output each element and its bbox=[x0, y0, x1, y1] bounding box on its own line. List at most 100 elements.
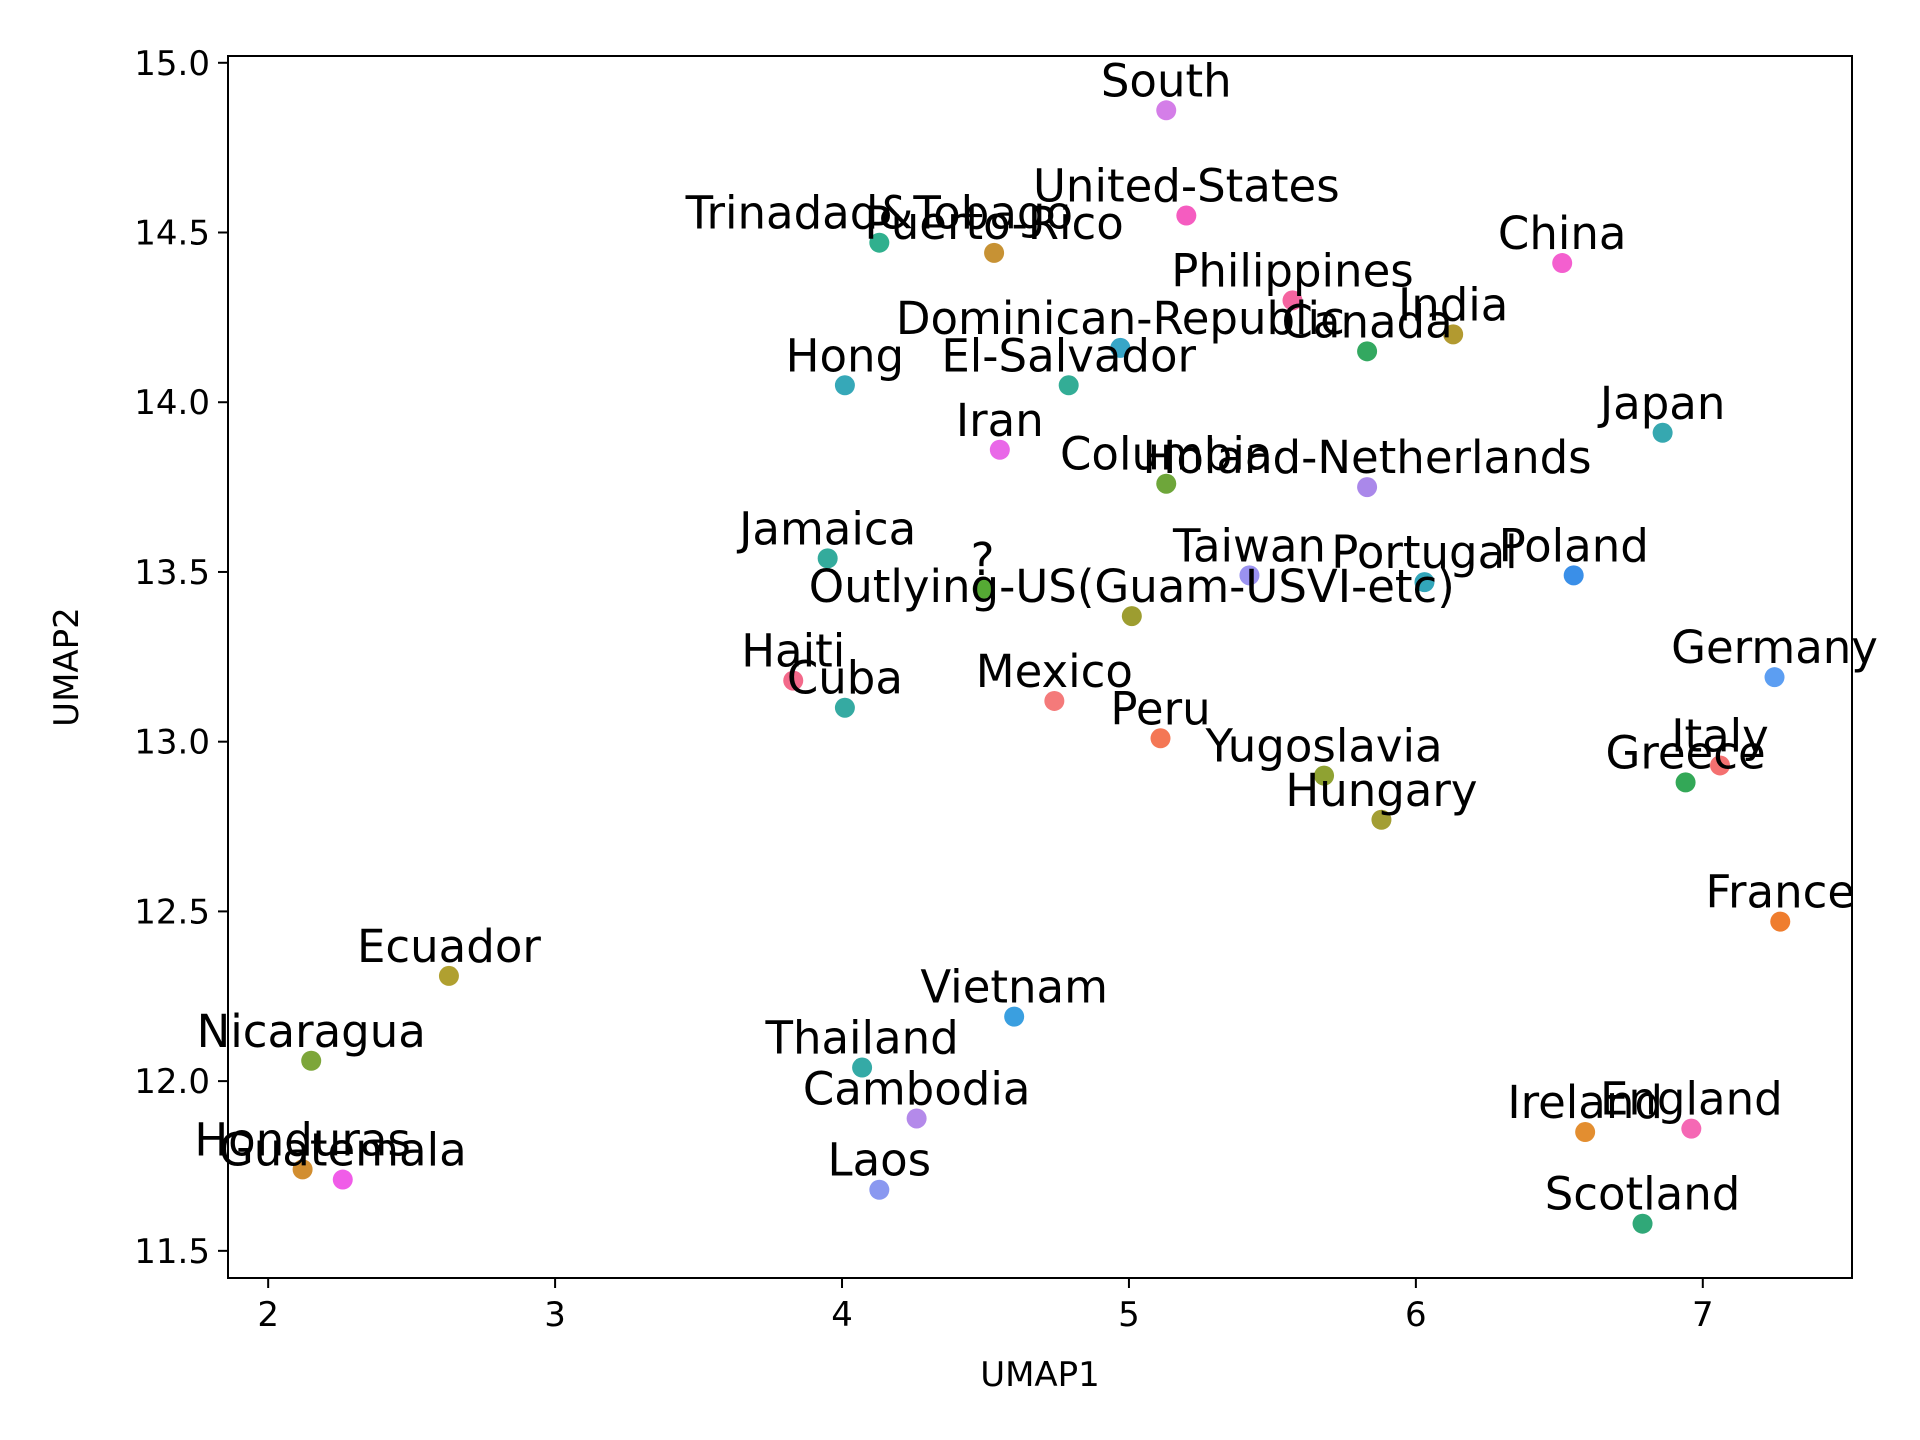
point-label: Columbia bbox=[1060, 428, 1272, 481]
scatter-point bbox=[292, 1159, 313, 1180]
y-tick-label: 12.5 bbox=[134, 892, 210, 932]
point-label: Mexico bbox=[976, 645, 1133, 698]
scatter-point bbox=[852, 1057, 873, 1078]
point-label: Honduras bbox=[194, 1113, 411, 1166]
point-label: China bbox=[1498, 207, 1627, 260]
x-tick-label: 4 bbox=[831, 1295, 853, 1335]
scatter-point bbox=[1632, 1213, 1653, 1234]
point-label: Ecuador bbox=[357, 920, 541, 973]
scatter-point bbox=[1150, 728, 1171, 749]
point-layer bbox=[292, 100, 1791, 1234]
y-tick-label: 15.0 bbox=[134, 44, 210, 84]
x-axis: 2 3 4 5 6 7 bbox=[257, 1278, 1714, 1335]
scatter-point bbox=[1239, 565, 1260, 586]
scatter-point bbox=[1110, 337, 1131, 358]
scatter-point bbox=[1575, 1122, 1596, 1143]
scatter-point bbox=[989, 439, 1010, 460]
point-label: Japan bbox=[1597, 377, 1726, 430]
y-tick-label: 14.5 bbox=[134, 214, 210, 254]
scatter-point bbox=[1414, 572, 1435, 593]
scatter-point bbox=[332, 1169, 353, 1190]
point-label: Ireland bbox=[1507, 1076, 1663, 1129]
scatter-point bbox=[817, 548, 838, 569]
point-label: France bbox=[1705, 866, 1855, 919]
point-label: Yugoslavia bbox=[1204, 720, 1442, 773]
scatter-point bbox=[1282, 290, 1303, 311]
scatter-point bbox=[1121, 606, 1142, 627]
y-tick-label: 14.0 bbox=[134, 383, 210, 423]
scatter-point bbox=[1552, 253, 1573, 274]
scatter-point bbox=[1044, 690, 1065, 711]
point-label: ? bbox=[971, 533, 995, 586]
point-label: Nicaragua bbox=[197, 1005, 426, 1058]
point-label: Hong bbox=[786, 329, 904, 382]
scatter-point bbox=[869, 1179, 890, 1200]
scatter-point bbox=[1764, 667, 1785, 688]
point-label: England bbox=[1600, 1073, 1783, 1126]
y-tick-label: 13.0 bbox=[134, 723, 210, 763]
point-label: India bbox=[1398, 278, 1508, 331]
scatter-point bbox=[1176, 205, 1197, 226]
scatter-point bbox=[1371, 809, 1392, 830]
scatter-point bbox=[1443, 324, 1464, 345]
x-tick-label: 6 bbox=[1405, 1295, 1427, 1335]
y-axis-title: UMAP2 bbox=[47, 607, 87, 727]
scatter-point bbox=[1710, 755, 1731, 776]
scatter-point bbox=[1058, 375, 1079, 396]
point-label: Vietnam bbox=[920, 961, 1108, 1014]
point-label: Philippines bbox=[1171, 244, 1413, 297]
scatter-point bbox=[869, 232, 890, 253]
point-label: Poland bbox=[1499, 519, 1649, 572]
point-label: Jamaica bbox=[736, 502, 916, 555]
plot-frame bbox=[227, 55, 1853, 1279]
point-label: Cuba bbox=[787, 652, 903, 705]
scatter-point bbox=[906, 1108, 927, 1129]
scatter-point bbox=[783, 670, 804, 691]
y-tick-label: 13.5 bbox=[134, 553, 210, 593]
point-label: Outlying-US(Guam-USVI-etc) bbox=[809, 560, 1455, 613]
scatter-point bbox=[1563, 565, 1584, 586]
label-layer: South United-StatesTrinadad&TobagoPuerto-… bbox=[194, 54, 1878, 1220]
scatter-point bbox=[1004, 1006, 1025, 1027]
point-label: Hungary bbox=[1285, 764, 1477, 817]
point-label: Taiwan bbox=[1172, 519, 1326, 572]
x-tick-label: 7 bbox=[1692, 1295, 1714, 1335]
scatter-point bbox=[834, 697, 855, 718]
scatter-point bbox=[1357, 477, 1378, 498]
x-axis-title: UMAP1 bbox=[980, 1355, 1100, 1395]
x-tick-label: 5 bbox=[1118, 1295, 1140, 1335]
scatter-point bbox=[972, 578, 993, 599]
point-label: Canada bbox=[1281, 295, 1452, 348]
x-tick-label: 3 bbox=[544, 1295, 566, 1335]
y-axis: 11.5 12.0 12.5 13.0 13.5 14.0 14.5 15.0 bbox=[134, 44, 228, 1272]
point-label: Scotland bbox=[1545, 1168, 1741, 1221]
point-label: Puerto-Rico bbox=[864, 197, 1123, 250]
scatter-point bbox=[1357, 341, 1378, 362]
point-label: Germany bbox=[1671, 621, 1878, 674]
scatter-point bbox=[1156, 100, 1177, 121]
point-label: Peru bbox=[1110, 682, 1210, 735]
scatter-point bbox=[1314, 765, 1335, 786]
point-label: Holand-Netherlands bbox=[1143, 431, 1592, 484]
point-label: Haiti bbox=[741, 625, 845, 678]
scatter-point bbox=[834, 375, 855, 396]
scatter-point bbox=[1652, 422, 1673, 443]
scatter-point bbox=[1681, 1118, 1702, 1139]
scatter-point bbox=[1770, 911, 1791, 932]
point-label: Iran bbox=[956, 394, 1044, 447]
scatter-point bbox=[984, 242, 1005, 263]
point-label: El-Salvador bbox=[941, 329, 1196, 382]
scatter-point bbox=[1675, 772, 1696, 793]
point-label: Guatemala bbox=[219, 1124, 467, 1177]
y-tick-label: 11.5 bbox=[134, 1232, 210, 1272]
point-label: Portugal bbox=[1331, 526, 1517, 579]
point-label: Cambodia bbox=[803, 1062, 1031, 1115]
point-label: South bbox=[1101, 54, 1232, 107]
point-label: Greece bbox=[1605, 726, 1765, 779]
scatter-point bbox=[438, 965, 459, 986]
point-label: United-States bbox=[1033, 160, 1340, 213]
y-tick-label: 12.0 bbox=[134, 1062, 210, 1102]
scatter-point bbox=[301, 1050, 322, 1071]
point-label: Dominican-Republic bbox=[896, 292, 1345, 345]
